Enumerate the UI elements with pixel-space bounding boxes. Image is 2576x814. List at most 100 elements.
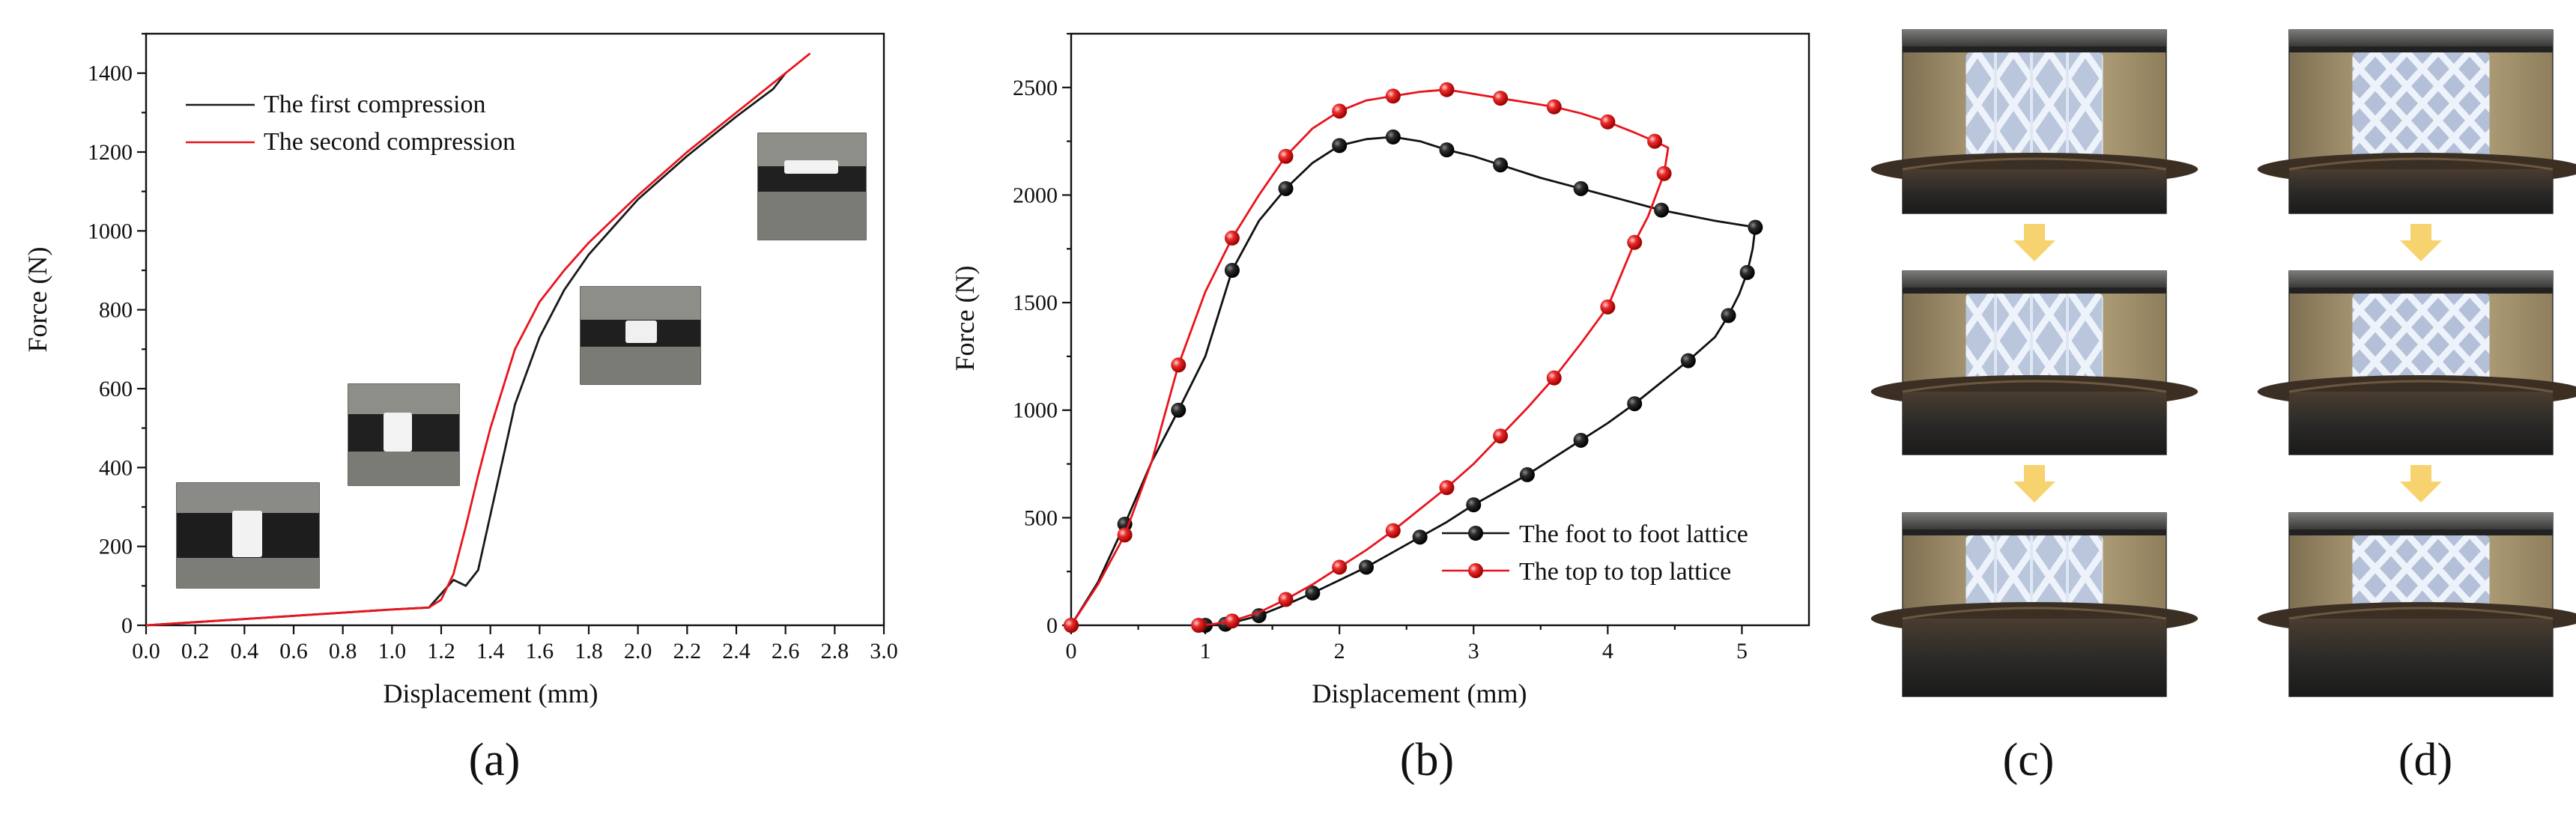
panel-a-xtick-label: 0.2 xyxy=(181,639,210,663)
panel-b-point-s1 xyxy=(1654,202,1669,218)
panel-b-point-s2 xyxy=(1064,618,1079,633)
panel-b-xtick-label: 5 xyxy=(1736,639,1748,663)
panel-b-ytick-label: 0 xyxy=(1046,613,1058,638)
panel-b-point-s1 xyxy=(1224,263,1240,278)
panel-c-photo-2 xyxy=(1870,270,2198,455)
panel-a-xtick-label: 1.2 xyxy=(427,639,455,663)
panel-c-down-arrow-icon xyxy=(2013,465,2055,502)
panel-a-xtick-label: 2.0 xyxy=(624,639,652,663)
panel-b-point-s2 xyxy=(1117,527,1133,543)
panel-b-chart: 0 1 2 3 4 5 0 500 1000 1500 2000 2500 The foot to f… xyxy=(950,32,1810,786)
panel-a-xtick-label: 0.6 xyxy=(279,639,308,663)
panel-a-xtick-label: 0.8 xyxy=(329,639,357,663)
panel-d-lattice-specimen xyxy=(2352,294,2490,387)
panel-a-xtick-label: 2.6 xyxy=(772,639,800,663)
panel-a-chart: 0.0 0.2 0.4 0.6 0.8 1.0 1.2 1.4 1.6 1.8 2.0 2.2 2.4 2… xyxy=(22,32,898,786)
panel-b-point-s1 xyxy=(1493,157,1509,173)
panel-a-plot-frame xyxy=(145,32,885,627)
legend-top-to-top: The top to top lattice xyxy=(1519,558,1731,586)
panel-c-lattice-specimen xyxy=(1966,294,2103,387)
panel-b-point-s2 xyxy=(1332,103,1348,119)
panel-b-xtick-label: 4 xyxy=(1602,639,1613,663)
panel-c-photos xyxy=(1870,29,2198,697)
panel-a-series-line-2 xyxy=(145,52,811,627)
panel-b-point-s2 xyxy=(1439,82,1455,97)
panel-b-point-s2 xyxy=(1493,428,1509,444)
inset-photo-2 xyxy=(348,383,460,486)
panel-b-point-s2 xyxy=(1656,165,1672,181)
panel-b-point-s1 xyxy=(1171,402,1187,418)
panel-b-point-s2 xyxy=(1546,370,1562,386)
panel-b-point-s1 xyxy=(1359,559,1374,575)
panel-a-legend: The first compression The second compres… xyxy=(186,91,515,156)
panel-a-xtick-label: 2.4 xyxy=(722,639,751,663)
panel-b-point-s2 xyxy=(1278,592,1294,607)
panel-d-photo-1 xyxy=(2257,29,2576,214)
panel-b-point-s1 xyxy=(1278,180,1294,196)
panel-b-label: (b) xyxy=(1400,735,1454,786)
panel-a-ytick-label: 1400 xyxy=(88,61,133,86)
panel-b-point-s2 xyxy=(1627,234,1643,250)
panel-b-ylabel: Force (N) xyxy=(950,266,980,371)
panel-b-point-s1 xyxy=(1466,497,1482,513)
panel-b-point-s2 xyxy=(1647,133,1663,149)
panel-b-legend: The foot to foot lattice The top to top … xyxy=(1442,520,1748,586)
panel-a-xtick-label: 1.0 xyxy=(378,639,407,663)
panel-b-point-s2 xyxy=(1493,91,1509,106)
legend-foot-to-foot: The foot to foot lattice xyxy=(1519,520,1748,548)
panel-b-point-s1 xyxy=(1573,180,1589,196)
panel-a-xtick-label: 1.8 xyxy=(575,639,603,663)
panel-b-point-s2 xyxy=(1600,114,1616,130)
panel-b-point-s1 xyxy=(1519,467,1535,482)
legend-first-compression: The first compression xyxy=(264,91,486,118)
panel-b-point-s1 xyxy=(1439,142,1455,158)
panel-b-point-s2 xyxy=(1385,88,1401,104)
panel-d-lattice-specimen xyxy=(2352,52,2490,165)
panel-a-xtick-label: 2.2 xyxy=(673,639,702,663)
panel-b-point-s1 xyxy=(1627,396,1643,412)
panel-b-point-s2 xyxy=(1332,559,1348,575)
panel-b-point-s2 xyxy=(1191,618,1207,633)
panel-b-point-s1 xyxy=(1305,585,1321,601)
panel-b-xtick-label: 0 xyxy=(1066,639,1077,663)
panel-a-ytick-label: 0 xyxy=(121,613,133,638)
panel-a-ytick-label: 400 xyxy=(99,455,133,480)
panel-a-xtick-label: 3.0 xyxy=(870,639,898,663)
panel-a-xtick-label: 0.4 xyxy=(231,639,259,663)
panel-b-point-s2 xyxy=(1600,299,1616,315)
panel-b-ytick-label: 1500 xyxy=(1013,291,1058,315)
panel-d-label: (d) xyxy=(2398,735,2452,786)
panel-b-point-s2 xyxy=(1224,613,1240,629)
panel-d-photo-3 xyxy=(2257,512,2576,697)
panel-b-ytick-label: 2500 xyxy=(1013,76,1058,100)
panel-b-point-s1 xyxy=(1412,529,1428,545)
panel-a-xtick-label: 0.0 xyxy=(132,639,160,663)
panel-b-point-s1 xyxy=(1748,219,1763,235)
panel-d-down-arrow-icon xyxy=(2400,465,2442,502)
panel-d-down-arrow-icon xyxy=(2400,224,2442,261)
panel-c-photo-3 xyxy=(1870,512,2198,697)
panel-d-photos xyxy=(2257,29,2576,697)
panel-b-xtick-label: 1 xyxy=(1200,639,1211,663)
panel-a-ytick-label: 600 xyxy=(99,377,133,401)
panel-a-xtick-label: 2.8 xyxy=(821,639,849,663)
panel-b-point-s2 xyxy=(1546,99,1562,115)
panel-b-plot-frame xyxy=(1070,32,1810,627)
panel-c-label: (c) xyxy=(2003,735,2055,786)
inset-photo-4 xyxy=(757,133,867,240)
panel-a-ytick-label: 800 xyxy=(99,298,133,323)
panel-b-point-s2 xyxy=(1171,357,1187,373)
panel-c-down-arrow-icon xyxy=(2013,224,2055,261)
panel-c-lattice-specimen xyxy=(1966,535,2103,614)
inset-photo-3 xyxy=(580,286,701,385)
panel-b-ytick-label: 1000 xyxy=(1013,398,1058,423)
panel-b-xtick-label: 2 xyxy=(1334,639,1345,663)
panel-b-point-s2 xyxy=(1278,148,1294,164)
panel-b-point-s2 xyxy=(1439,480,1455,496)
panel-b-point-s2 xyxy=(1224,230,1240,246)
panel-a-xtick-label: 1.4 xyxy=(476,639,505,663)
panel-b-point-s1 xyxy=(1721,308,1736,324)
panel-d-photo-2 xyxy=(2257,270,2576,455)
panel-a-ytick-label: 1000 xyxy=(88,219,133,243)
